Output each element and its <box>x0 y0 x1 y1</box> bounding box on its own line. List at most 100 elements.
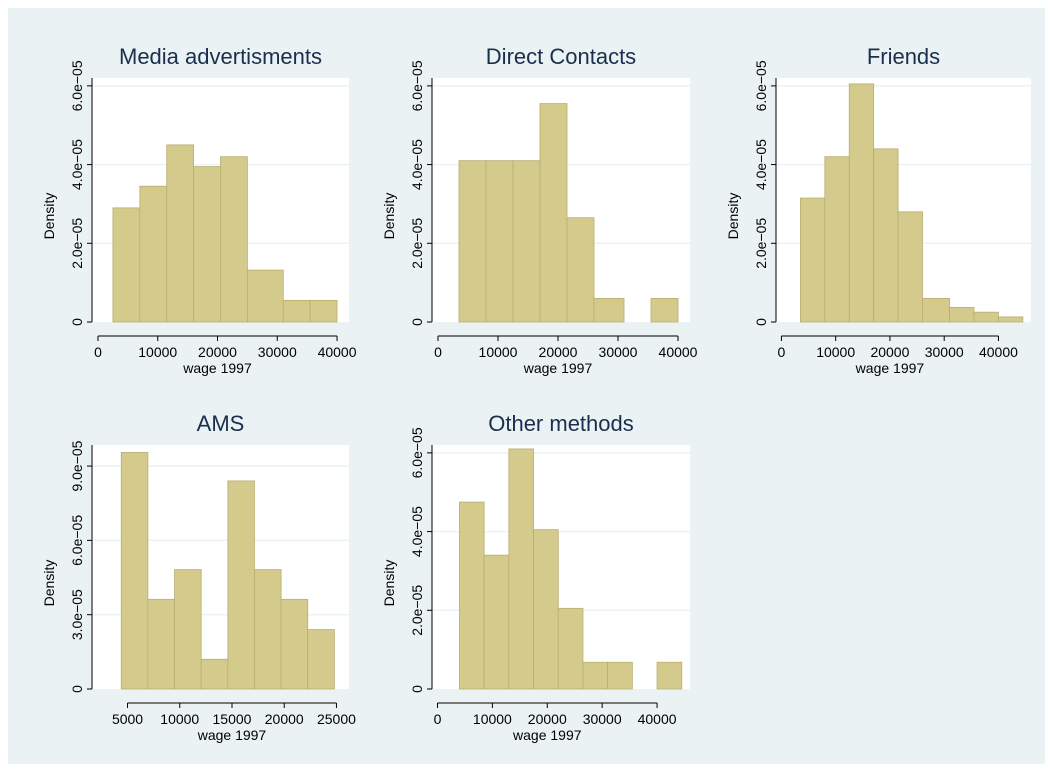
histogram-bar <box>166 144 195 323</box>
x-tick-label: 10000 <box>479 344 518 360</box>
histogram-bar <box>607 661 633 690</box>
x-tick-label: 30000 <box>258 344 297 360</box>
x-tick-label: 10000 <box>160 711 199 727</box>
y-tick-label: 4.0e−05 <box>409 139 425 190</box>
y-axis-label: Density <box>381 560 397 607</box>
x-axis-label: wage 1997 <box>523 360 593 376</box>
y-axis-label: Density <box>41 193 57 240</box>
histogram-bar <box>139 185 168 323</box>
y-tick-label: 0 <box>409 685 425 693</box>
x-tick-label: 25000 <box>317 711 356 727</box>
histogram-bar <box>459 501 485 690</box>
panel-2: 0 10000 20000 30000 40000 0 2.0e−05 4.0e−05 6.0e… <box>725 44 1031 376</box>
panel-title: AMS <box>197 411 245 436</box>
y-tick-label: 2.0e−05 <box>409 218 425 269</box>
y-tick-label: 2.0e−05 <box>409 585 425 636</box>
y-tick-label: 6.0e−05 <box>409 427 425 478</box>
histogram-bar <box>512 160 541 323</box>
histogram-bar <box>120 452 149 690</box>
histogram-bar <box>533 529 559 690</box>
histogram-bar <box>458 160 487 323</box>
x-tick-label: 30000 <box>583 711 622 727</box>
panel-title: Friends <box>867 44 940 69</box>
histogram-bar <box>566 217 595 323</box>
y-tick-label: 9.0e−05 <box>69 440 85 491</box>
histogram-bar <box>557 607 584 690</box>
x-tick-label: 5000 <box>112 711 143 727</box>
histogram-bar <box>174 569 202 690</box>
x-tick-label: 10000 <box>138 344 177 360</box>
histogram-bar <box>254 569 282 690</box>
histogram-bar <box>998 316 1024 323</box>
x-tick-label: 20000 <box>265 711 304 727</box>
histogram-bar <box>593 297 625 323</box>
y-tick-label: 6.0e−05 <box>409 60 425 111</box>
x-tick-label: 40000 <box>659 344 698 360</box>
histogram-bar <box>949 307 975 323</box>
y-axis-label: Density <box>725 193 741 240</box>
y-tick-label: 2.0e−05 <box>753 218 769 269</box>
x-tick-label: 0 <box>434 344 442 360</box>
y-tick-label: 3.0e−05 <box>69 589 85 640</box>
histogram-bar <box>824 156 850 323</box>
panel-title: Other methods <box>488 411 634 436</box>
y-tick-label: 6.0e−05 <box>69 515 85 566</box>
y-tick-label: 0 <box>409 318 425 326</box>
panel-title: Direct Contacts <box>486 44 636 69</box>
y-tick-label: 2.0e−05 <box>69 218 85 269</box>
y-tick-label: 6.0e−05 <box>753 60 769 111</box>
histogram-bar <box>508 448 534 690</box>
histogram-bar <box>220 156 248 323</box>
panel-1: 0 10000 20000 30000 40000 0 2.0e−05 4.0e−05 6.0e… <box>381 44 698 376</box>
histogram-bar <box>973 311 999 323</box>
x-tick-label: 0 <box>94 344 102 360</box>
x-tick-label: 30000 <box>599 344 638 360</box>
histogram-bar <box>282 299 311 323</box>
x-tick-label: 15000 <box>213 711 252 727</box>
y-tick-label: 4.0e−05 <box>753 139 769 190</box>
histogram-bar <box>280 598 309 690</box>
x-tick-label: 20000 <box>198 344 237 360</box>
histogram-bar <box>483 554 510 690</box>
panel-0: 0 10000 20000 30000 40000 0 2.0e−05 4.0e−05 6.0e… <box>41 44 357 376</box>
histogram-bar <box>650 297 679 323</box>
y-tick-label: 0 <box>69 318 85 326</box>
x-axis-label: wage 1997 <box>855 360 925 376</box>
x-axis-label: wage 1997 <box>182 360 252 376</box>
histogram-bar <box>539 103 568 323</box>
x-tick-label: 0 <box>778 344 786 360</box>
histogram-bar <box>922 297 951 323</box>
panel-3: 5000 10000 15000 20000 25000 0 3.0e−05 6.0e−05 9… <box>41 411 356 743</box>
y-axis-label: Density <box>41 560 57 607</box>
y-tick-label: 4.0e−05 <box>69 139 85 190</box>
x-tick-label: 20000 <box>528 711 567 727</box>
x-axis-label: wage 1997 <box>197 727 267 743</box>
histogram-bar <box>848 83 875 323</box>
histogram-bar <box>112 207 141 323</box>
histogram-bar <box>485 160 514 323</box>
histogram-bar <box>800 197 826 323</box>
x-tick-label: 20000 <box>870 344 909 360</box>
histogram-bar <box>309 299 338 323</box>
histogram-bar <box>227 480 255 690</box>
histogram-bar <box>582 661 609 690</box>
y-axis-label: Density <box>381 193 397 240</box>
histogram-bar <box>200 658 229 690</box>
x-tick-label: 10000 <box>816 344 855 360</box>
y-tick-label: 0 <box>69 685 85 693</box>
x-tick-label: 10000 <box>473 711 512 727</box>
y-tick-label: 4.0e−05 <box>409 506 425 557</box>
x-axis-label: wage 1997 <box>512 727 582 743</box>
histogram-bar <box>897 211 923 323</box>
histogram-bar <box>307 629 335 690</box>
y-tick-label: 6.0e−05 <box>69 60 85 111</box>
x-tick-label: 40000 <box>638 711 677 727</box>
histogram-bar <box>656 661 683 690</box>
histogram-bar <box>193 166 221 323</box>
y-tick-label: 0 <box>753 318 769 326</box>
x-tick-label: 20000 <box>539 344 578 360</box>
x-tick-label: 30000 <box>925 344 964 360</box>
histogram-bar <box>246 269 284 323</box>
